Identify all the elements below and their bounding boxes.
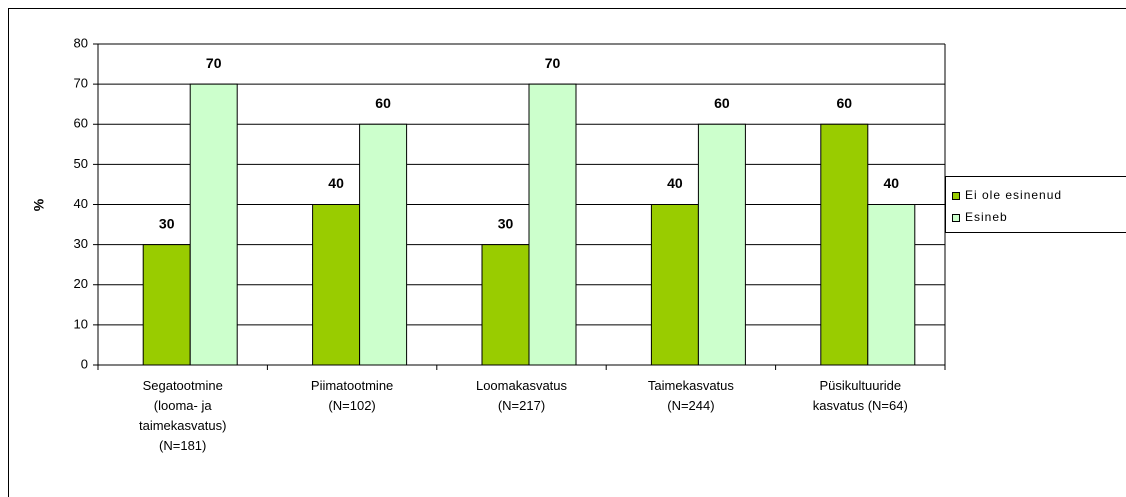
data-label: 60 [714, 95, 730, 111]
legend-label: Esineb [965, 210, 1008, 224]
bar [650, 204, 699, 366]
data-label: 60 [837, 95, 853, 111]
bar [528, 83, 577, 366]
data-label: 40 [667, 175, 683, 191]
y-tick-label: 30 [74, 236, 88, 251]
data-label: 30 [498, 215, 514, 231]
legend-swatch [952, 214, 960, 222]
bar [312, 204, 361, 366]
x-tick-label: Segatootmine (looma- ja taimekasvatus) (N=1… [139, 378, 226, 453]
data-label: 40 [328, 175, 344, 191]
data-label: 70 [206, 55, 222, 71]
data-label: 70 [545, 55, 561, 71]
data-label: 60 [375, 95, 391, 111]
y-tick-label: 50 [74, 156, 88, 171]
x-tick-label: Taimekasvatus (N=244) [648, 378, 734, 413]
y-axis-label: % [31, 198, 47, 211]
y-tick-label: 60 [74, 116, 88, 131]
y-tick-label: 0 [81, 356, 88, 371]
y-tick-label: 20 [74, 276, 88, 291]
legend-swatch [952, 192, 960, 200]
data-label: 30 [159, 215, 175, 231]
bar [359, 123, 408, 366]
bar [820, 123, 869, 366]
y-tick-label: 80 [74, 35, 88, 50]
legend-label: Ei ole esinenud [965, 188, 1062, 202]
x-tick-label: Loomakasvatus (N=217) [476, 378, 568, 413]
legend-box [945, 176, 1126, 233]
bar [697, 123, 746, 366]
bar [189, 83, 238, 366]
data-label: 40 [884, 175, 900, 191]
bar [481, 244, 530, 366]
bar [867, 204, 916, 366]
bar [142, 244, 191, 366]
y-tick-label: 10 [74, 316, 88, 331]
x-tick-label: Püsikultuuride kasvatus (N=64) [813, 378, 908, 413]
x-tick-label: Piimatootmine (N=102) [311, 378, 393, 413]
y-tick-label: 70 [74, 76, 88, 91]
y-tick-label: 40 [74, 196, 88, 211]
